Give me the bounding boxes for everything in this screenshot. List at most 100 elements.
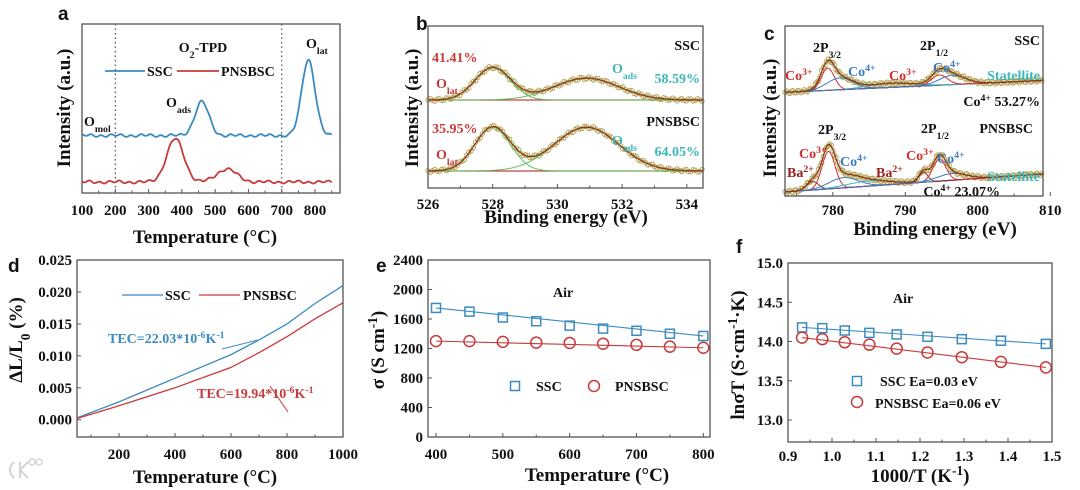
data-point: [948, 167, 954, 173]
data-point-pnsbsc: [630, 338, 643, 352]
annotation-ssc-co4a-part: Co: [848, 65, 865, 80]
data-point: [597, 127, 603, 134]
spectrum-pnsbsc: [425, 122, 705, 175]
annotation-ssc-p12: 2P1/2: [920, 39, 948, 59]
x-tick-label: 530: [546, 197, 569, 213]
watermark-logo-dot: [35, 458, 43, 466]
x-axis-label: Temperature (°C): [525, 465, 669, 486]
x-tick-label: 1.4: [999, 449, 1018, 465]
data-point: [484, 126, 490, 132]
data-point-ssc: [631, 325, 642, 337]
x-tick-label-part: 200: [108, 447, 131, 463]
data-point-pnsbsc: [921, 346, 934, 359]
legend-marker-ssc: [509, 380, 521, 392]
annotation-ssc-co3b: Co3+: [889, 67, 917, 85]
fit-envelope: [428, 66, 703, 101]
x-tick-label: 100: [71, 203, 94, 219]
data-point: [685, 96, 692, 102]
x-tick-label-part: 400: [164, 447, 187, 463]
annotation-ssc-pct-part: Co: [963, 95, 980, 110]
annotation-ssc-p12-part: 2P: [920, 39, 936, 54]
data-point-pnsbsc: [994, 355, 1008, 369]
data-point-pnsbsc: [463, 334, 476, 348]
annotation-pn-co4a-part: 4+: [857, 153, 868, 164]
annotation-pn-pct: Co4+ 23.07%: [923, 183, 1000, 201]
x-tick-label-part: 500: [204, 203, 227, 219]
x-tick-label-part: 800: [304, 203, 327, 219]
x-tick-label-part: 780: [822, 203, 845, 219]
annotation-pn-co3b-part: 3+: [923, 147, 934, 158]
panel-letter: a: [58, 4, 69, 25]
x-tick-label-part: 528: [481, 197, 504, 213]
data-point: [470, 144, 476, 151]
annotation-ssc-tec-part: -1: [216, 330, 224, 341]
annotation-ssc-co4a-part: 4+: [865, 63, 876, 74]
annotation-ssc-p12-part: 1/2: [936, 48, 949, 59]
x-tick-label-part: 100: [71, 203, 94, 219]
y-axis-label: Intensity (a.u.): [760, 59, 781, 178]
data-point: [608, 135, 615, 141]
x-axis-label-part: Temperature (°C): [525, 465, 669, 486]
panel-c-co2p-xps: 780 790 800 810 Binding energy (eV) Intensity…: [760, 24, 1061, 240]
data-point: [617, 84, 624, 91]
data-point: [828, 59, 834, 66]
panel-letter: b: [416, 14, 428, 35]
annotation-pn-ba1-part: Ba: [787, 166, 803, 181]
x-tick-label: 600: [237, 203, 260, 219]
watermark-logo: [9, 458, 43, 479]
y-tick-label-part: 800: [401, 371, 424, 387]
y-axis-label-part: -1: [725, 318, 740, 329]
watermark-logo-mark: [9, 461, 29, 479]
panel-b-o1s-xps: 526 528 530 532 534 Binding energy (eV) Intens…: [402, 14, 705, 228]
data-point: [995, 175, 1002, 181]
y-axis-label-part: σ (S cm: [368, 328, 389, 389]
data-point: [857, 172, 863, 178]
annotation-ssc-co3b-part: 3+: [906, 67, 917, 78]
y-tick-label: 400: [401, 401, 424, 417]
x-tick-label: 300: [137, 203, 160, 219]
data-point: [554, 140, 560, 146]
annotation-pn: PNSBSC: [979, 122, 1033, 137]
x-tick-label-part: 300: [137, 203, 160, 219]
x-tick-label: 600: [558, 447, 581, 463]
legend-marker-ssc: [851, 375, 863, 387]
x-tick-label: 534: [676, 197, 699, 213]
x-tick-label: 810: [1039, 203, 1062, 219]
annotation-ssc-lat-pct-part: 41.41%: [432, 51, 478, 66]
plot-frame: [76, 259, 344, 438]
data-point: [690, 98, 696, 104]
y-tick-label-part: 0.010: [38, 349, 72, 365]
data-point-pnsbsc: [563, 336, 576, 350]
data-point: [995, 78, 1002, 84]
y-axis-label: ΔL/L0 (%): [6, 297, 33, 383]
annotation-pn-co4a: Co4+: [840, 153, 868, 171]
annotation-o-mol: Omol: [84, 115, 111, 135]
y-tick-label: 15.0: [757, 256, 783, 272]
y-tick-label: 1600: [393, 312, 423, 328]
panel-letter-part: f: [736, 237, 743, 258]
data-point: [613, 139, 619, 146]
data-point-pnsbsc: [596, 337, 610, 350]
annotation-pn-tec-part: TEC=19.94*10: [197, 387, 286, 402]
x-tick-label: 0.9: [779, 449, 798, 465]
x-tick-label: 800: [276, 447, 299, 463]
legend-label-ssc-part: SSC: [147, 65, 173, 80]
data-point: [563, 79, 569, 85]
data-point-ssc: [664, 328, 676, 339]
annotation-pn-co3a-part: Co: [799, 147, 816, 162]
x-tick-label: 526: [417, 197, 440, 213]
annotation-pn-tec-part: -1: [305, 385, 313, 396]
data-point-ssc: [864, 327, 875, 339]
x-tick-label-part: 534: [676, 197, 699, 213]
x-tick-label: 1.2: [911, 449, 930, 465]
legend-label-pnsbsc-part: PNSBSC: [243, 289, 297, 304]
x-tick-label-part: 800: [692, 447, 715, 463]
data-point: [568, 129, 574, 136]
chart-title-part: 2: [190, 50, 195, 61]
annotation-pn-pct-part: Co: [923, 185, 940, 200]
x-axis-label: 1000/T (K-1): [871, 463, 970, 488]
x-tick-label-part: 600: [237, 203, 260, 219]
data-point-ssc: [817, 322, 828, 334]
y-tick-label: 13.5: [757, 374, 783, 390]
annotation-pn-tec-part: K: [294, 387, 305, 402]
